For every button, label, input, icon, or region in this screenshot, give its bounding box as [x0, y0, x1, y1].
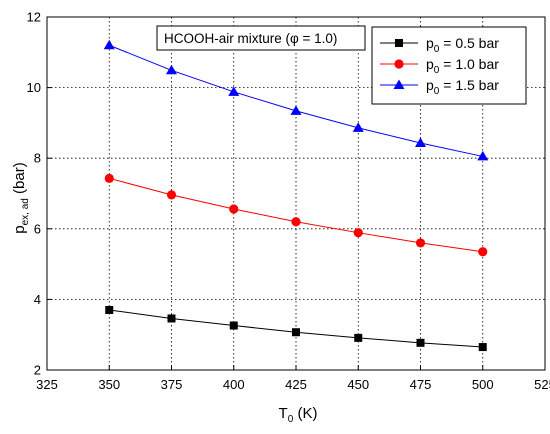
data-point [292, 328, 300, 337]
data-point [415, 238, 426, 248]
y-axis-title-sub: ex, ad [20, 198, 31, 225]
series-1 [105, 305, 487, 352]
x-tick-label: 350 [98, 377, 120, 392]
legend-label-rest: = 0.5 bar [439, 35, 499, 51]
y-axis-title-unit: (bar) [11, 162, 28, 198]
axis-ticks: 325 350 375 400 425 450 475 500 525 2 4 6 8 10 12 [27, 10, 550, 393]
x-axis-title-sub: 0 [288, 414, 294, 425]
x-tick-label: 325 [36, 377, 58, 392]
data-point [229, 204, 239, 214]
data-point [352, 122, 364, 132]
y-tick-label: 2 [34, 363, 41, 378]
legend-marker [393, 79, 405, 89]
data-point [166, 190, 177, 200]
x-axis-title: T0 (K) [279, 405, 318, 425]
annotation-text: HCOOH-air mixture (φ = 1.0) [164, 31, 337, 46]
legend-marker [395, 39, 403, 47]
data-point [228, 86, 240, 96]
legend-label-sub: 0 [434, 65, 440, 76]
data-point [478, 343, 487, 352]
y-tick-label: 12 [27, 10, 41, 25]
x-tick-label: 425 [285, 377, 307, 392]
legend-label-rest: = 1.5 bar [439, 77, 499, 93]
series-3 [103, 39, 489, 161]
legend-marker [394, 59, 404, 69]
data-point [478, 247, 488, 257]
x-axis-title-main: T [279, 405, 288, 422]
data-point [291, 217, 301, 227]
y-tick-label: 4 [34, 292, 41, 307]
y-tick-label: 10 [27, 80, 41, 95]
data-point [103, 39, 115, 50]
series-layer [103, 39, 489, 352]
data-point [229, 321, 238, 330]
data-point [105, 305, 114, 314]
annotation-box [156, 25, 366, 51]
x-tick-label: 500 [472, 377, 494, 392]
data-point [104, 173, 114, 183]
legend-label-sub: 0 [434, 86, 440, 97]
legend-label: p0 = 1.5 bar [426, 77, 499, 97]
annotation: HCOOH-air mixture (φ = 1.0) [156, 25, 366, 51]
y-tick-label: 8 [34, 151, 41, 166]
legend-entry: p0 = 1.0 bar [380, 56, 499, 76]
legend-entry: p0 = 0.5 bar [380, 35, 499, 55]
data-point [353, 228, 363, 238]
data-point [290, 105, 302, 115]
x-tick-label: 400 [223, 377, 245, 392]
legend-entry: p0 = 1.5 bar [380, 77, 499, 97]
legend-label-main: p [426, 35, 434, 51]
data-point [415, 137, 426, 148]
legend-label: p0 = 0.5 bar [426, 35, 499, 55]
data-point [167, 314, 176, 323]
data-point [166, 64, 177, 75]
y-tick-label: 6 [34, 221, 41, 236]
x-tick-label: 375 [161, 377, 183, 392]
annotation-prefix: HCOOH-air mixture ( [164, 31, 291, 46]
x-axis-title-unit: (K) [293, 405, 317, 422]
x-tick-label: 475 [410, 377, 432, 392]
legend-label-sub: 0 [434, 44, 440, 55]
x-tick-label: 450 [347, 377, 369, 392]
y-axis-title: pex, ad (bar) [11, 162, 31, 233]
y-axis-title-main: p [11, 225, 28, 233]
legend-label-main: p [426, 77, 434, 93]
series-2 [104, 173, 488, 257]
legend-label-rest: = 1.0 bar [439, 56, 499, 72]
x-tick-label: 525 [534, 377, 550, 392]
data-point [477, 150, 489, 161]
annotation-symbol: φ [290, 31, 299, 46]
legend-label-main: p [426, 56, 434, 72]
data-point [354, 333, 363, 342]
data-point [416, 338, 425, 347]
legend-label: p0 = 1.0 bar [426, 56, 499, 76]
annotation-suffix: = 1.0) [299, 31, 338, 46]
